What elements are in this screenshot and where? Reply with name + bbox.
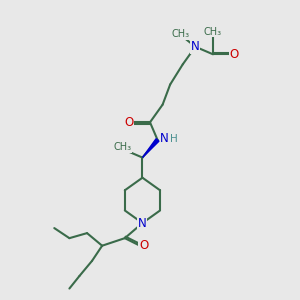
Text: CH₃: CH₃: [113, 142, 131, 152]
Text: N: N: [191, 40, 200, 53]
Text: O: O: [139, 239, 148, 252]
Polygon shape: [142, 139, 159, 158]
Text: N: N: [160, 132, 169, 145]
Text: CH₃: CH₃: [171, 29, 189, 39]
Text: CH₃: CH₃: [204, 27, 222, 37]
Text: O: O: [230, 48, 239, 61]
Text: N: N: [138, 217, 147, 230]
Text: H: H: [170, 134, 178, 144]
Text: O: O: [124, 116, 133, 129]
